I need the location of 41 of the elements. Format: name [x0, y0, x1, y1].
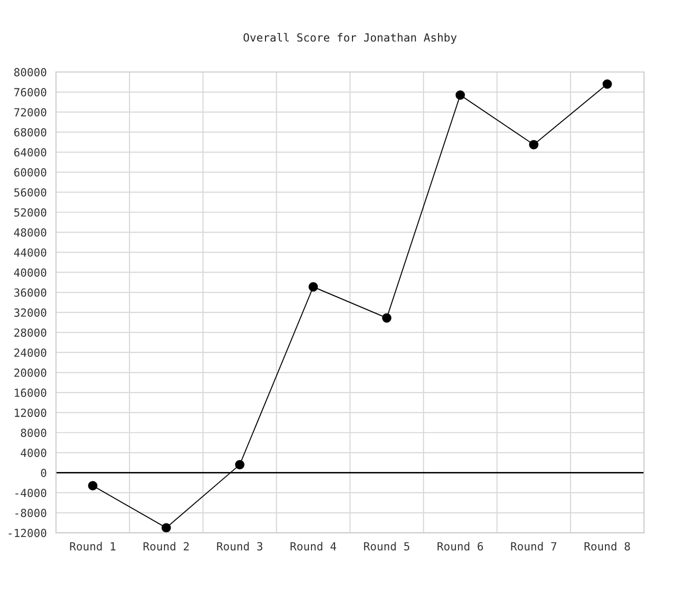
- point: [529, 140, 538, 150]
- point: [235, 460, 244, 470]
- y-tick-label: 64000: [14, 148, 46, 157]
- x-tick-label: Round 1: [70, 542, 116, 550]
- y-tick-label: 56000: [14, 188, 46, 197]
- y-tick-label: -12000: [8, 528, 46, 538]
- point: [456, 90, 465, 100]
- y-tick-label: 32000: [14, 308, 46, 317]
- point: [602, 79, 612, 89]
- y-tick-label: 40000: [14, 268, 46, 277]
- x-tick-label: Round 4: [290, 542, 336, 550]
- point: [308, 282, 318, 292]
- y-tick-label: 16000: [14, 388, 46, 397]
- y-tick-label: 20000: [14, 368, 46, 377]
- y-tick-label: 8000: [20, 428, 46, 438]
- x-tick-label: Round 2: [144, 542, 189, 550]
- x-tick-label: Round 6: [438, 542, 483, 550]
- y-tick-label: 52000: [14, 208, 46, 217]
- y-tick-label: 80000: [14, 68, 46, 76]
- y-tick-label: 4000: [20, 448, 46, 458]
- y-tick-label: 44000: [14, 248, 46, 257]
- x-tick-label: Round 8: [584, 542, 630, 550]
- chart-title: Overall Score for Jonathan Ashby: [244, 33, 457, 44]
- y-tick-label: 76000: [14, 88, 46, 96]
- y-tick-label: 48000: [14, 228, 46, 237]
- y-tick-label: -8000: [15, 508, 46, 518]
- y-tick-label: 60000: [14, 168, 46, 177]
- y-tick-label: 24000: [14, 348, 46, 357]
- point: [162, 523, 171, 532]
- y-tick-label: 0: [41, 468, 46, 478]
- y-tick-label: 12000: [14, 408, 46, 417]
- y-tick-label: -4000: [15, 488, 46, 498]
- y-tick-label: 68000: [14, 128, 46, 137]
- x-tick-label: Round 3: [217, 542, 262, 550]
- y-tick-label: 28000: [14, 328, 46, 337]
- y-tick-label: 72000: [14, 108, 46, 116]
- point: [88, 481, 98, 490]
- x-tick-label: Round 7: [511, 542, 556, 550]
- point: [382, 313, 392, 323]
- y-tick-label: 36000: [14, 288, 46, 297]
- x-tick-label: Round 5: [364, 542, 410, 550]
